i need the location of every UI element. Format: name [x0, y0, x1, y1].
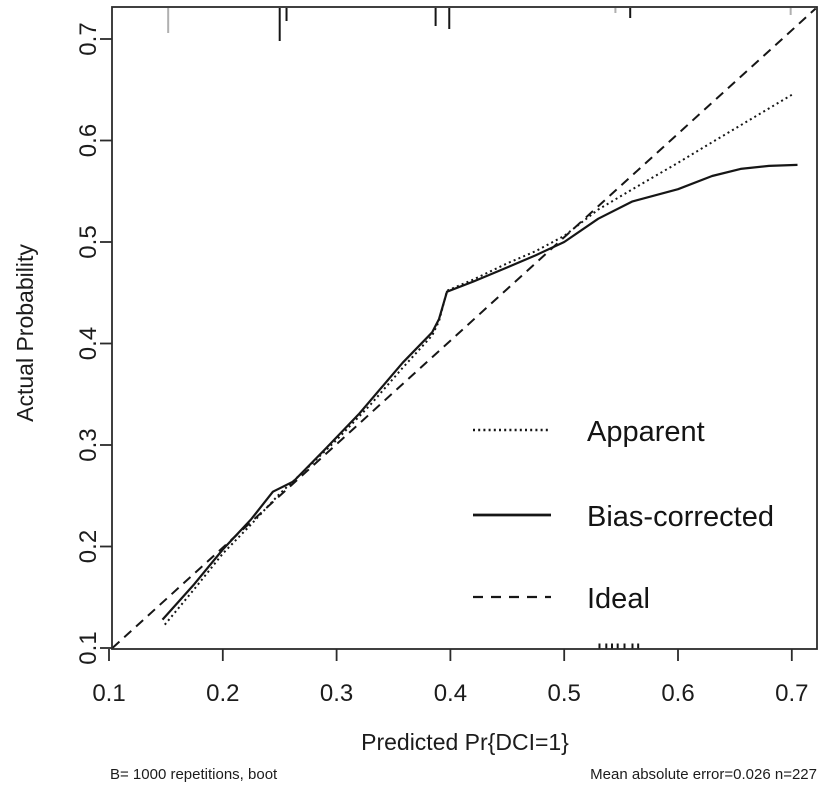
- y-tick-label: 0.7: [75, 22, 102, 55]
- x-tick-label: 0.6: [661, 680, 694, 707]
- plot-box: [111, 6, 818, 650]
- y-tick-label: 0.2: [75, 530, 102, 563]
- y-tick-label: 0.6: [75, 124, 102, 157]
- y-axis: 0.1 0.2 0.3 0.4 0.5 0.6 0.7: [75, 22, 112, 665]
- x-tick-label: 0.5: [548, 680, 581, 707]
- y-axis-title: Actual Probability: [12, 244, 38, 422]
- footnote-mean-absolute-error: Mean absolute error=0.026 n=227: [590, 766, 817, 783]
- x-axis-title: Predicted Pr{DCI=1}: [361, 729, 569, 755]
- x-axis: 0.1 0.2 0.3 0.4 0.5 0.6 0.7: [92, 649, 808, 707]
- y-tick-label: 0.1: [75, 631, 102, 664]
- x-tick-label: 0.2: [206, 680, 239, 707]
- bottom-rug: [598, 643, 640, 649]
- series-bias-corrected: [161, 163, 798, 621]
- legend-label-bias-corrected: Bias-corrected: [587, 501, 774, 533]
- y-tick-label: 0.5: [75, 225, 102, 258]
- curves: [111, 7, 817, 649]
- footnote-repetitions: B= 1000 repetitions, boot: [110, 766, 278, 783]
- y-tick-label: 0.4: [75, 327, 102, 360]
- series-apparent: [164, 93, 793, 626]
- legend: Apparent Bias-corrected Ideal: [473, 416, 774, 615]
- top-rug: [167, 8, 792, 41]
- series-ideal: [111, 7, 817, 649]
- x-tick-label: 0.3: [320, 680, 353, 707]
- y-tick-label: 0.3: [75, 428, 102, 461]
- legend-label-ideal: Ideal: [587, 583, 650, 615]
- x-tick-label: 0.7: [775, 680, 808, 707]
- x-tick-label: 0.1: [92, 680, 125, 707]
- legend-label-apparent: Apparent: [587, 416, 705, 448]
- x-tick-label: 0.4: [434, 680, 467, 707]
